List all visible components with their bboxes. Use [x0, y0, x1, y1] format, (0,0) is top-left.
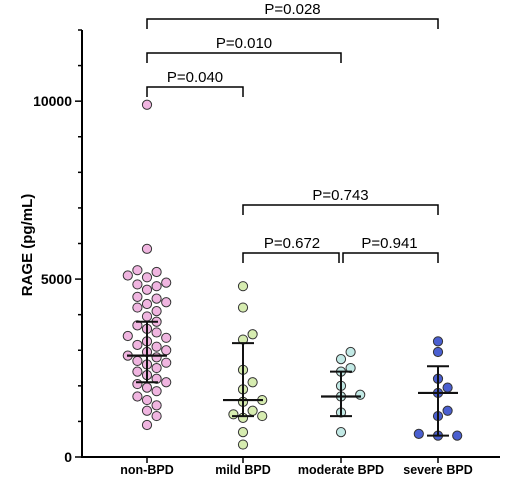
data-point	[132, 265, 143, 276]
comparison-bracket	[342, 252, 439, 263]
data-point	[151, 373, 162, 384]
data-point	[151, 281, 162, 292]
data-point	[161, 297, 172, 308]
data-point	[122, 270, 133, 281]
data-point	[228, 409, 239, 420]
data-point	[247, 329, 258, 340]
data-point	[141, 243, 153, 254]
p-value-label: P=0.010	[216, 35, 272, 52]
data-point	[432, 346, 444, 358]
data-point	[247, 405, 258, 416]
data-point	[151, 341, 162, 352]
data-point	[122, 330, 133, 342]
x-tick-label: moderate BPD	[298, 463, 384, 477]
data-point	[132, 391, 143, 402]
y-axis-label: RAGE (pg/mL)	[19, 194, 36, 297]
comparison-bracket	[146, 18, 439, 29]
y-tick-label: 10000	[33, 93, 72, 109]
data-point	[151, 410, 162, 422]
data-points	[122, 99, 463, 450]
comparison-bracket	[242, 252, 340, 263]
data-point	[151, 306, 162, 317]
data-point	[442, 382, 453, 393]
data-point	[335, 426, 347, 438]
axes: 0 5000 10000 non-BPD mild BPD moderate BPD sev…	[33, 29, 500, 477]
data-point	[141, 272, 153, 283]
data-point	[141, 298, 153, 310]
data-point	[413, 428, 424, 439]
data-point	[161, 357, 172, 368]
median-iqr-bars	[127, 320, 458, 437]
data-point	[141, 311, 153, 322]
comparison-bracket	[146, 86, 244, 97]
data-point	[161, 332, 172, 343]
data-point	[355, 389, 366, 400]
data-point	[132, 378, 143, 390]
data-point	[132, 291, 143, 302]
y-tick-label: 0	[64, 449, 72, 465]
data-point	[132, 320, 143, 331]
p-value-label: P=0.941	[361, 235, 417, 252]
comparison-bracket	[146, 52, 342, 63]
data-point	[151, 352, 162, 363]
data-point	[432, 336, 444, 347]
comparison-bracket	[242, 204, 439, 215]
data-point	[132, 366, 143, 377]
data-point	[452, 430, 463, 441]
data-point	[141, 99, 153, 110]
data-point	[141, 382, 153, 393]
data-point	[141, 405, 153, 416]
p-value-label: P=0.743	[312, 187, 368, 204]
x-tick-label: severe BPD	[403, 463, 473, 477]
data-point	[247, 377, 258, 388]
data-point	[151, 362, 162, 374]
data-point	[237, 426, 249, 438]
p-value-label: P=0.028	[264, 1, 320, 18]
y-tick-label: 5000	[41, 271, 72, 287]
data-point	[151, 400, 162, 411]
p-value-label: P=0.040	[167, 69, 223, 86]
data-point	[132, 339, 143, 351]
data-point	[335, 354, 347, 365]
data-point	[161, 377, 172, 388]
data-point	[237, 281, 249, 292]
data-point	[132, 279, 143, 290]
data-point	[345, 346, 356, 358]
data-point	[237, 439, 249, 450]
data-point	[132, 355, 143, 367]
data-point	[442, 405, 453, 416]
data-point	[141, 284, 153, 295]
significance-brackets: P=0.028 P=0.010 P=0.040 P=0.743 P=0.672 P=0.9…	[146, 1, 439, 263]
x-tick-label: non-BPD	[120, 463, 173, 477]
data-point	[345, 362, 356, 374]
data-point	[151, 386, 162, 397]
data-point	[151, 293, 162, 304]
data-point	[141, 419, 153, 431]
data-point	[161, 277, 172, 288]
p-value-label: P=0.672	[264, 235, 320, 252]
data-point	[151, 327, 162, 338]
data-point	[161, 345, 172, 356]
x-tick-label: mild BPD	[215, 463, 271, 477]
data-point	[141, 394, 153, 406]
data-point	[151, 266, 162, 278]
data-point	[257, 410, 268, 422]
data-point	[237, 302, 249, 313]
data-point	[132, 302, 143, 313]
